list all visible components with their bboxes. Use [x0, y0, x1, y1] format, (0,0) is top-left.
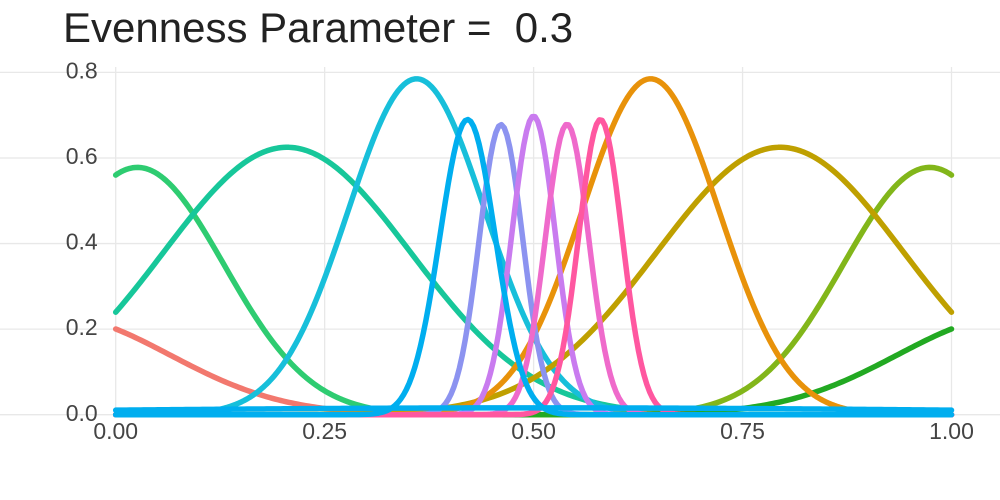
svg-text:0.75: 0.75: [720, 418, 765, 444]
svg-text:0.00: 0.00: [93, 418, 138, 444]
svg-text:0.8: 0.8: [66, 57, 98, 83]
svg-text:0.2: 0.2: [66, 314, 98, 340]
svg-text:0.6: 0.6: [66, 143, 98, 169]
svg-text:0.0: 0.0: [66, 400, 98, 426]
svg-text:0.50: 0.50: [511, 418, 556, 444]
svg-text:0.25: 0.25: [302, 418, 347, 444]
svg-text:0.4: 0.4: [66, 229, 98, 255]
svg-text:1.00: 1.00: [929, 418, 974, 444]
